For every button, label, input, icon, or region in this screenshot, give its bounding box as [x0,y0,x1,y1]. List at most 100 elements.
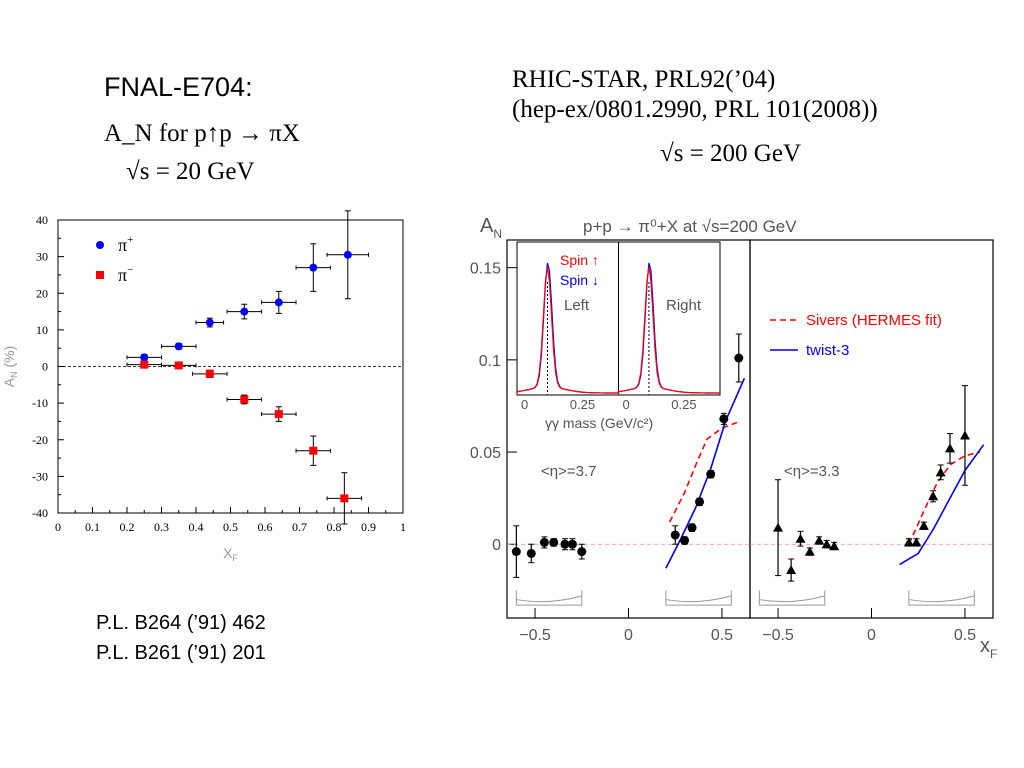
data-point [577,547,587,557]
y-tick-label: -30 [32,469,48,483]
systematic-band [515,590,583,606]
data-point [539,537,549,547]
data-point [511,547,521,557]
x-axis-label: XF [223,545,238,563]
x-tick-label: 0.5 [711,627,733,644]
theory-curve [899,444,985,566]
y-tick-label: 0 [42,360,48,374]
data-point [687,523,697,533]
panel-frame [749,239,994,619]
x-tick-label: 0 [624,627,633,644]
systematic-band [908,595,975,603]
systematic-band [665,590,732,606]
x-tick-label: 0.6 [258,520,273,534]
y-tick-label: 0.05 [470,445,501,462]
data-point [918,520,929,530]
fnal-reaction: A_N for p↑p → πX [104,120,300,147]
systematic-band [908,590,975,606]
star-reference: (hep-ex/0801.2990, PRL 101(2008)) [512,96,878,123]
inset-x-label: γγ mass (GeV/c²) [545,415,653,431]
data-point [786,565,797,575]
data-point [773,522,784,532]
x-tick-label: 0.5 [223,520,238,534]
y-tick-label: 40 [36,213,48,227]
data-point [670,530,680,540]
fnal-chart: 0 0.1 0.2 0.3 0.4 0.5 0.6 0.7 0.8 0.9 1 -40 -30 -20 -1… [1,210,406,563]
data-point [526,548,536,558]
y-tick-label: 0 [492,537,501,554]
theory-curve [665,377,746,569]
legend-marker [96,271,104,279]
legend-label: Sivers (HERMES fit) [806,312,942,329]
x-tick-label: 0.5 [954,627,976,644]
inset-tick-label: 0.25 [570,397,595,412]
data-point [935,467,946,477]
systematic-band [759,595,825,603]
data-point [174,361,183,370]
data-point [829,541,840,551]
inset-tick-label: 0 [623,397,630,412]
y-tick-label: 30 [36,250,48,264]
inset-tick-label: 0.25 [671,397,696,412]
y-tick-label: -10 [32,396,48,410]
data-point [903,537,914,547]
systematic-band [665,595,732,603]
data-point [945,443,956,453]
y-tick-label: 0.1 [479,353,501,370]
histogram-spin-up [617,266,721,395]
data-point [309,263,318,272]
y-tick-label: 20 [36,286,48,300]
reference-1: P.L. B264 (’91) 462 [96,612,266,634]
star-chart: p+p → π⁰+X at √s=200 GeV AN xF 0 0.05 0.1 0.15… [470,215,997,661]
data-point [240,395,249,404]
x-tick-label: 0.8 [327,520,342,534]
star-title: RHIC-STAR, PRL92(’04) [512,66,776,93]
data-point [274,298,283,307]
y-tick-label: 0.15 [470,261,501,278]
y-axis-label: AN [480,215,502,241]
data-point [140,353,149,362]
inset-tick-label: 0 [521,397,528,412]
data-point [959,430,970,440]
data-point [734,353,744,363]
data-point [821,539,832,549]
x-tick-label: −0.5 [762,627,794,644]
data-point [274,410,283,419]
histogram-spin-up [516,266,619,395]
inset-right-label: Right [666,297,702,314]
reference-2: P.L. B261 (’91) 201 [96,642,266,664]
data-point [174,342,183,351]
x-axis-label: xF [980,635,997,661]
data-point [205,318,214,327]
data-point [343,250,352,259]
x-tick-label: 1 [400,520,406,534]
legend-label: π− [118,264,133,285]
x-tick-label: 0.3 [154,520,169,534]
data-point [706,469,716,479]
data-point [695,497,705,507]
y-tick-label: -20 [32,433,48,447]
legend-label: twist-3 [806,342,849,359]
theory-curve [668,421,738,523]
data-point [911,537,922,547]
theory-curve [908,451,981,545]
systematic-band [516,595,582,603]
x-tick-label: 0.1 [85,520,100,534]
data-point [205,369,214,378]
x-tick-label: 0 [867,627,876,644]
data-point [680,536,690,546]
x-tick-label: 0 [55,520,61,534]
x-tick-label: −0.5 [519,627,551,644]
x-tick-label: 0.9 [361,520,376,534]
inset-spin-up-label: Spin ↑ [560,252,599,268]
data-point [719,414,729,424]
inset-left-label: Left [564,297,590,314]
inset-spin-down-label: Spin ↓ [560,272,599,288]
chart-title: p+p → π⁰+X at √s=200 GeV [583,217,797,236]
data-point [814,535,825,545]
x-tick-label: 0.2 [120,520,135,534]
fnal-energy: √s = 20 GeV [126,158,255,185]
y-tick-label: -40 [32,506,48,520]
y-axis-label: AN (%) [1,346,19,388]
data-point [309,446,318,455]
